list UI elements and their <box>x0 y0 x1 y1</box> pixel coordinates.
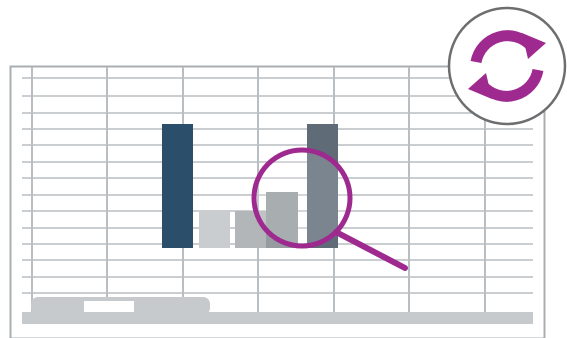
bar-medium-gray <box>266 192 298 248</box>
sheet-scrollbar <box>22 297 533 324</box>
spreadsheet-grid <box>9 65 546 338</box>
bar-tall-slate <box>307 124 338 248</box>
sheet-tab-active <box>84 301 134 312</box>
magnifying-glass-icon <box>251 147 408 271</box>
bar-chart <box>162 124 338 248</box>
refresh-icon <box>447 6 567 126</box>
bar-short-light <box>199 211 230 248</box>
bar-short-mid <box>235 211 266 248</box>
bar-tall-navy <box>162 124 193 248</box>
